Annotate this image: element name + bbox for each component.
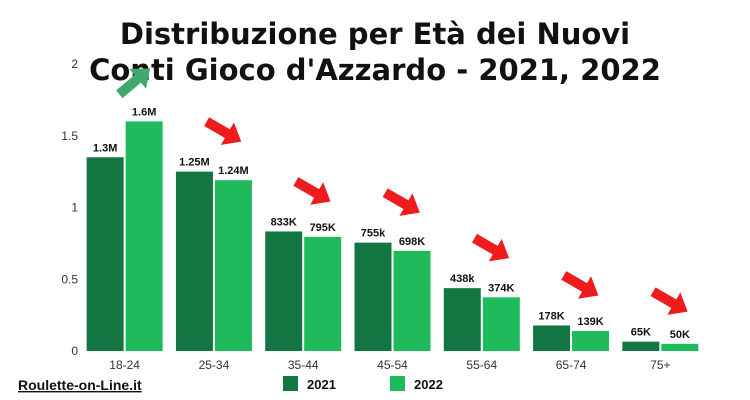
trend-arrow-down-icon bbox=[650, 287, 688, 315]
bar-2022-35-44 bbox=[304, 236, 342, 351]
y-tick-label: 0 bbox=[71, 344, 78, 358]
bar-2021-75+ bbox=[622, 341, 660, 351]
x-axis: 18-24 25-34 35-44 45-54 55-64 65-74 75+ bbox=[109, 358, 670, 372]
bar-2022-18-24 bbox=[125, 121, 163, 352]
trend-arrow-down-icon bbox=[293, 177, 331, 205]
bar-2021-18-24 bbox=[86, 157, 124, 351]
legend-swatch-2022 bbox=[390, 376, 405, 391]
x-tick-label: 45-54 bbox=[377, 358, 408, 372]
data-label: 1.6M bbox=[132, 106, 156, 118]
trend-arrow-down-icon bbox=[382, 188, 420, 216]
trend-arrow-down-icon bbox=[471, 233, 510, 262]
x-tick-label: 65-74 bbox=[556, 358, 587, 372]
data-label: 698K bbox=[399, 236, 425, 248]
data-label: 178K bbox=[538, 310, 564, 322]
y-tick-label: 0.5 bbox=[61, 272, 78, 286]
data-label: 833K bbox=[271, 216, 297, 228]
data-label: 755k bbox=[361, 228, 386, 240]
chart-title-line-2: Conti Gioco d'Azzardo - 2021, 2022 bbox=[89, 53, 661, 87]
legend-swatch-2021 bbox=[283, 376, 298, 391]
bar-2021-55-64 bbox=[443, 288, 481, 351]
bar-2021-25-34 bbox=[175, 171, 213, 351]
x-tick-label: 55-64 bbox=[466, 358, 497, 372]
trend-arrow-down-icon bbox=[204, 117, 242, 145]
data-label: 1.25M bbox=[179, 157, 210, 169]
data-label: 1.3M bbox=[93, 142, 117, 154]
trend-arrow-down-icon bbox=[561, 271, 599, 299]
bar-2022-55-64 bbox=[482, 297, 520, 351]
data-label: 438k bbox=[450, 273, 475, 285]
bar-2021-65-74 bbox=[533, 325, 571, 351]
y-tick-label: 1 bbox=[71, 201, 78, 215]
data-label: 374K bbox=[488, 282, 514, 294]
y-tick-label: 1.5 bbox=[61, 129, 78, 143]
bar-2022-25-34 bbox=[214, 180, 252, 351]
y-axis: 0 0.5 1 1.5 2 bbox=[61, 57, 78, 358]
x-tick-label: 25-34 bbox=[199, 358, 230, 372]
legend: 2021 2022 bbox=[283, 376, 443, 392]
data-label: 65K bbox=[631, 327, 651, 339]
bar-2022-45-54 bbox=[393, 250, 431, 351]
bar-2021-35-44 bbox=[265, 231, 303, 351]
data-label: 50K bbox=[670, 329, 690, 341]
x-tick-label: 75+ bbox=[650, 358, 670, 372]
x-tick-label: 35-44 bbox=[288, 358, 319, 372]
chart-title-line-1: Distribuzione per Età dei Nuovi bbox=[120, 17, 630, 51]
data-label: 139K bbox=[577, 316, 603, 328]
legend-label-2022: 2022 bbox=[414, 377, 443, 392]
x-tick-label: 18-24 bbox=[109, 358, 140, 372]
trend-arrow-up-icon bbox=[116, 68, 150, 99]
data-label: 1.24M bbox=[218, 165, 249, 177]
bar-2022-65-74 bbox=[572, 331, 610, 351]
data-label: 795K bbox=[310, 222, 336, 234]
watermark-text: Roulette-on-Line.it bbox=[18, 377, 142, 393]
bar-2021-45-54 bbox=[354, 242, 392, 351]
bars-group: 1.3M 1.6M 1.25M 1.24M 833K 795K 755k 698K 438k 37… bbox=[86, 106, 699, 352]
legend-label-2021: 2021 bbox=[307, 377, 336, 392]
trend-arrows bbox=[116, 68, 688, 315]
y-tick-label: 2 bbox=[71, 57, 78, 71]
bar-2022-75+ bbox=[661, 343, 699, 351]
